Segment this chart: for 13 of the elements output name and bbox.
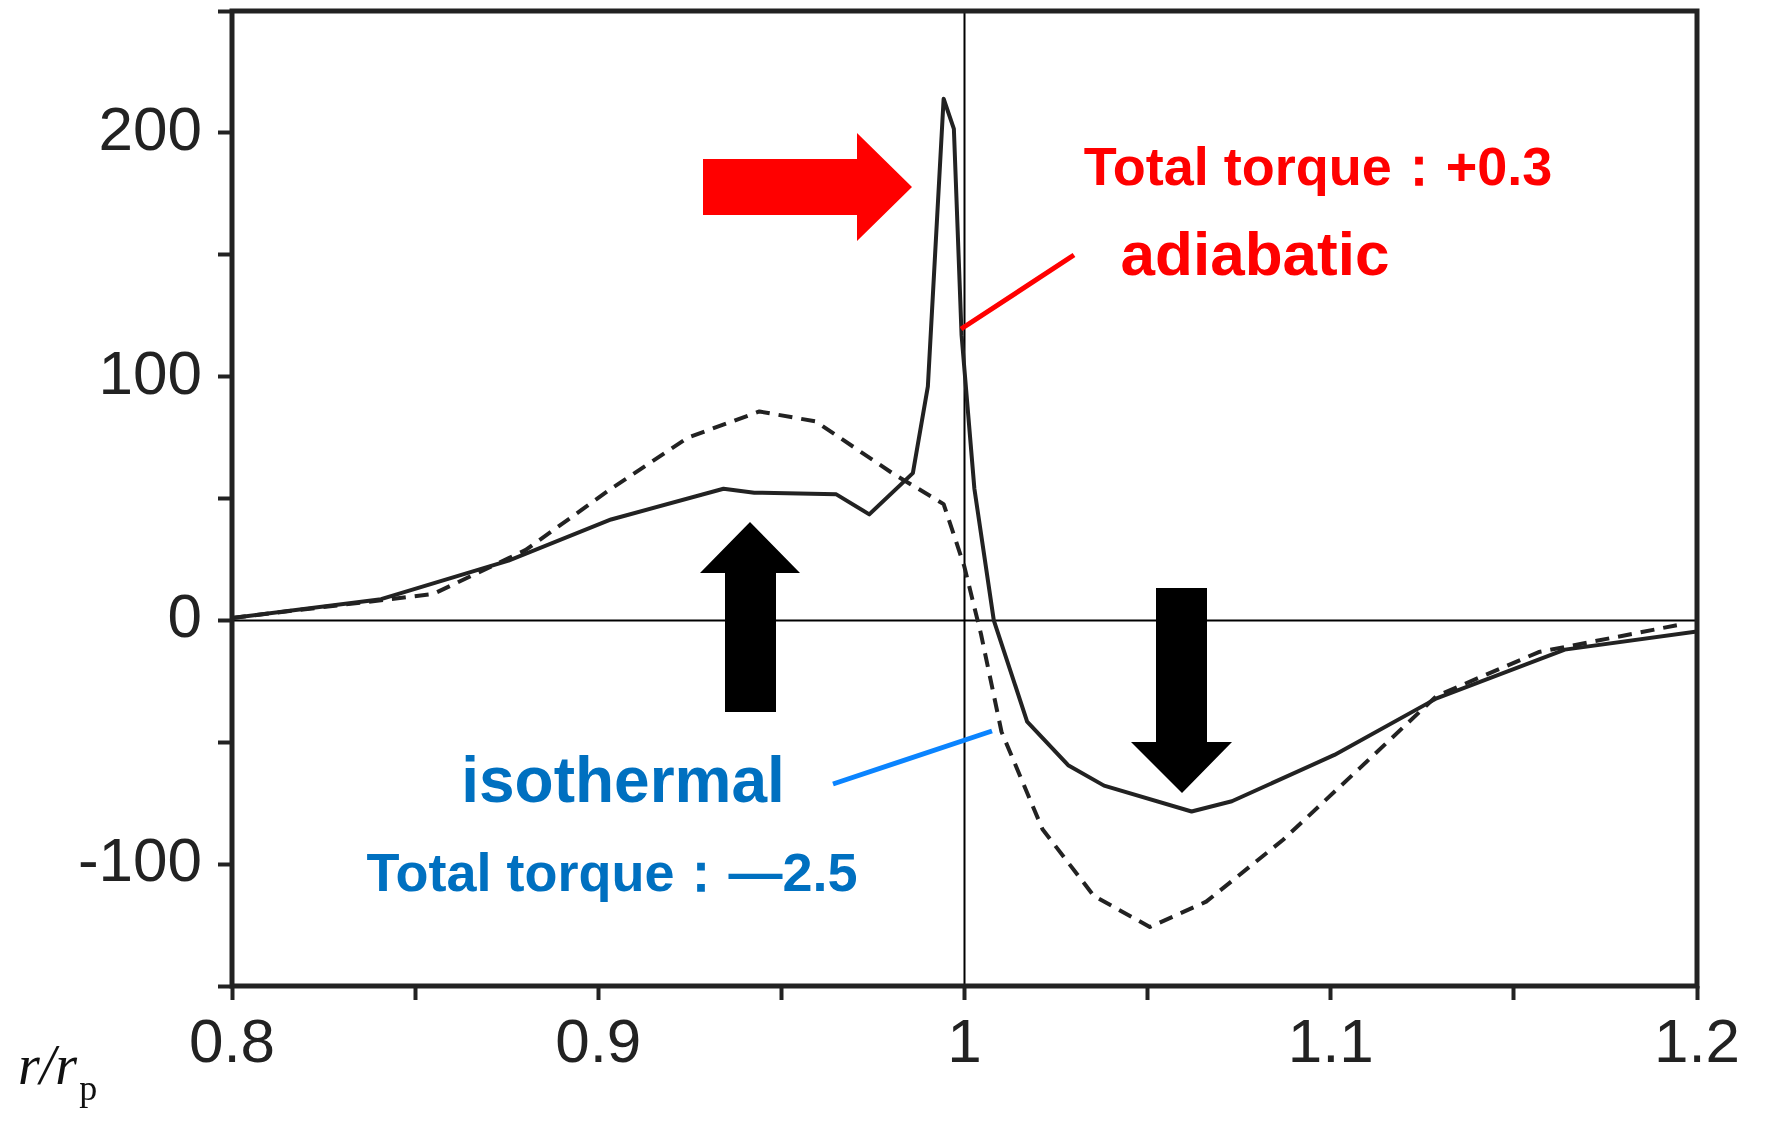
text: adiabatic xyxy=(1120,219,1390,289)
x-tick-label: 0.8 xyxy=(188,1006,276,1076)
x-tick-label: 1 xyxy=(947,1006,982,1076)
y-tick-label: 100 xyxy=(98,337,202,407)
annotation: Total torque：—2.5 xyxy=(366,841,858,902)
y-tick-label: 200 xyxy=(98,93,202,163)
annotation: Total torque：+0.3 xyxy=(1083,135,1553,196)
x-tick-label: 1.1 xyxy=(1287,1006,1374,1076)
y-tick-label: 0 xyxy=(167,581,202,651)
y-tick-label: -100 xyxy=(77,825,202,895)
text: isothermal xyxy=(461,743,785,816)
x-tick-label: 1.2 xyxy=(1653,1006,1741,1076)
x-tick-label: 0.9 xyxy=(555,1006,642,1076)
